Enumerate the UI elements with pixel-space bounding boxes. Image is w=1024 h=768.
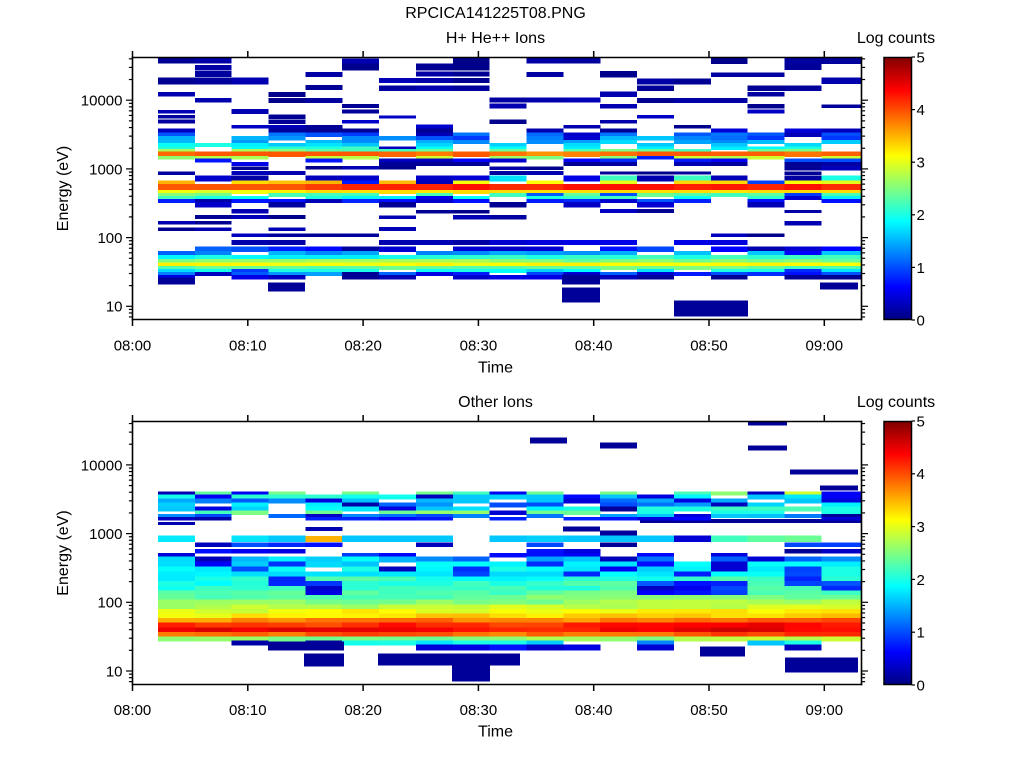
svg-text:Log counts: Log counts: [857, 30, 935, 47]
svg-text:1000: 1000: [89, 526, 122, 543]
svg-text:08:40: 08:40: [575, 338, 613, 355]
svg-text:08:30: 08:30: [460, 702, 498, 719]
svg-text:2: 2: [917, 572, 925, 589]
svg-text:RPCICA141225T08.PNG: RPCICA141225T08.PNG: [405, 5, 586, 22]
svg-text:100: 100: [97, 230, 122, 247]
svg-text:08:00: 08:00: [114, 702, 152, 719]
svg-text:08:50: 08:50: [690, 702, 728, 719]
svg-text:08:20: 08:20: [344, 702, 382, 719]
svg-text:09:00: 09:00: [806, 702, 844, 719]
svg-text:Energy (eV): Energy (eV): [55, 146, 72, 231]
svg-text:08:00: 08:00: [114, 338, 152, 355]
svg-text:3: 3: [917, 519, 925, 536]
svg-text:08:20: 08:20: [344, 338, 382, 355]
svg-text:08:10: 08:10: [229, 702, 267, 719]
svg-text:0: 0: [917, 312, 925, 329]
svg-text:08:50: 08:50: [690, 338, 728, 355]
svg-text:1: 1: [917, 625, 925, 642]
svg-text:Time: Time: [478, 724, 513, 741]
svg-text:Time: Time: [478, 360, 513, 377]
svg-text:Other Ions: Other Ions: [458, 394, 533, 411]
svg-text:H+ He++ Ions: H+ He++ Ions: [446, 30, 545, 47]
svg-text:4: 4: [917, 102, 925, 119]
svg-text:5: 5: [917, 413, 925, 430]
svg-text:5: 5: [917, 49, 925, 66]
svg-text:1000: 1000: [89, 161, 122, 178]
svg-text:3: 3: [917, 155, 925, 172]
svg-text:4: 4: [917, 466, 925, 483]
svg-text:100: 100: [97, 595, 122, 612]
svg-text:09:00: 09:00: [806, 338, 844, 355]
svg-text:2: 2: [917, 207, 925, 224]
svg-text:10: 10: [106, 663, 123, 680]
svg-text:08:30: 08:30: [460, 338, 498, 355]
svg-text:0: 0: [917, 677, 925, 694]
svg-text:10000: 10000: [81, 457, 123, 474]
svg-text:10000: 10000: [81, 93, 123, 110]
svg-text:08:40: 08:40: [575, 702, 613, 719]
svg-text:10: 10: [106, 299, 123, 316]
svg-text:Log counts: Log counts: [857, 394, 935, 411]
svg-text:08:10: 08:10: [229, 338, 267, 355]
svg-text:1: 1: [917, 260, 925, 277]
svg-text:Energy (eV): Energy (eV): [55, 510, 72, 595]
